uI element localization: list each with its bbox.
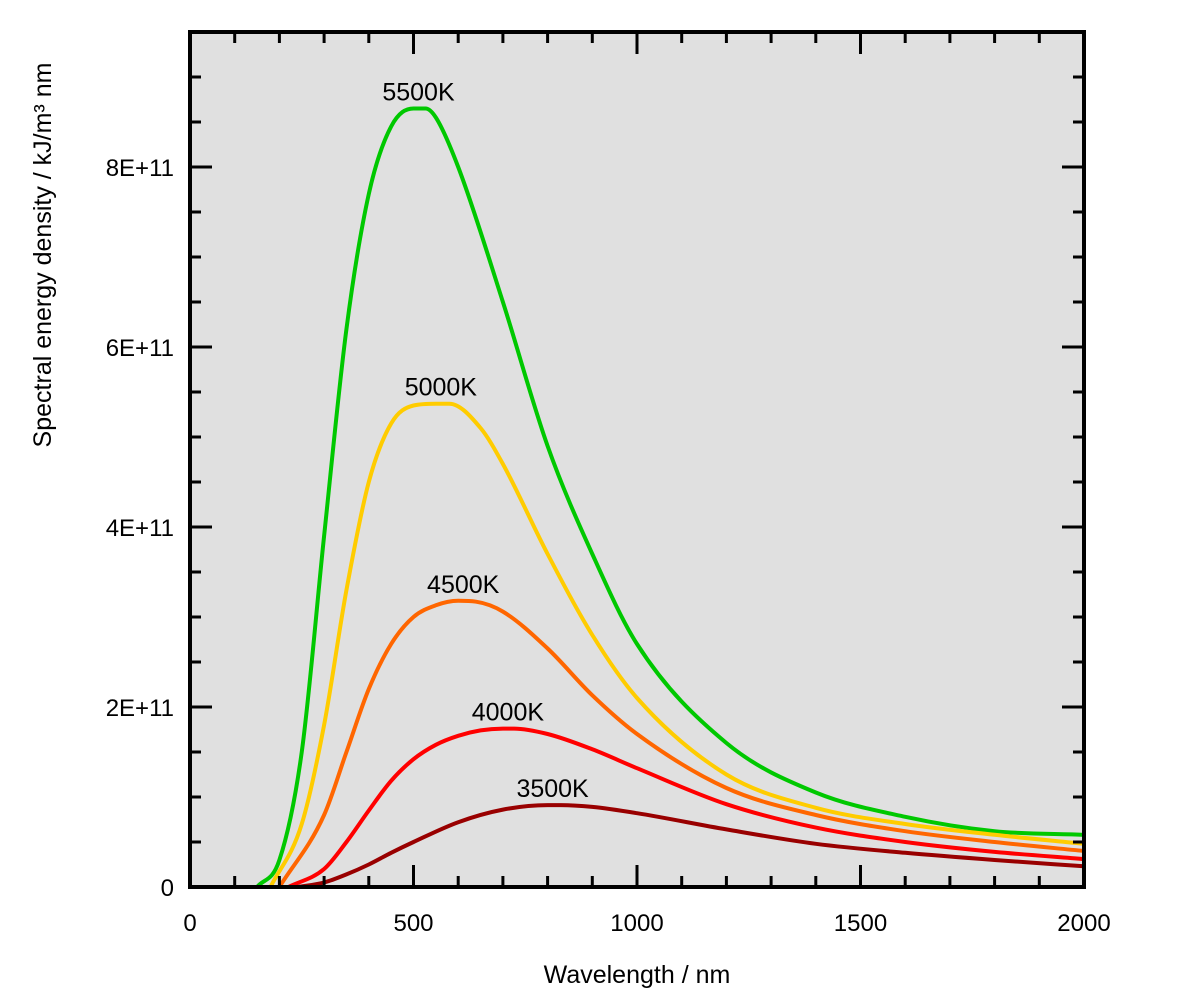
y-tick-label: 8E+11 <box>106 155 174 182</box>
y-tick-label: 0 <box>161 875 174 902</box>
y-tick-label: 6E+11 <box>106 335 174 362</box>
series-line-5500k <box>190 106 1085 889</box>
x-tick-label: 500 <box>393 910 433 937</box>
x-tick-label: 1500 <box>834 910 887 937</box>
x-axis-title: Wavelength / nm <box>544 961 731 989</box>
x-tick-label: 1000 <box>610 910 663 937</box>
ticks-layer <box>188 30 1086 889</box>
x-tick-label: 2000 <box>1057 910 1110 937</box>
y-tick-label: 4E+11 <box>106 515 174 542</box>
series-line-3500k <box>190 803 1085 889</box>
curve-labels-layer: 5500K 5000K 4500K 4000K 3500K <box>382 79 589 804</box>
series-label-3500k: 3500K <box>516 775 589 803</box>
series-line-5000k <box>190 401 1085 889</box>
tick-labels-layer: 0 500 1000 1500 2000 0 2E+11 4E+11 6E+11 8E+11 <box>106 155 1111 937</box>
series-label-5500k: 5500K <box>382 79 455 107</box>
series-line-4500k <box>190 598 1085 889</box>
y-tick-label: 2E+11 <box>106 695 174 722</box>
plot-area <box>190 32 1084 887</box>
series-label-4000k: 4000K <box>472 699 545 727</box>
series-label-5000k: 5000K <box>405 374 478 402</box>
curves-layer <box>190 106 1085 889</box>
series-line-4000k <box>190 726 1085 889</box>
series-label-4500k: 4500K <box>427 571 500 599</box>
y-axis-title: Spectral energy density / kJ/m³ nm <box>29 63 57 448</box>
x-tick-label: 0 <box>183 910 196 937</box>
